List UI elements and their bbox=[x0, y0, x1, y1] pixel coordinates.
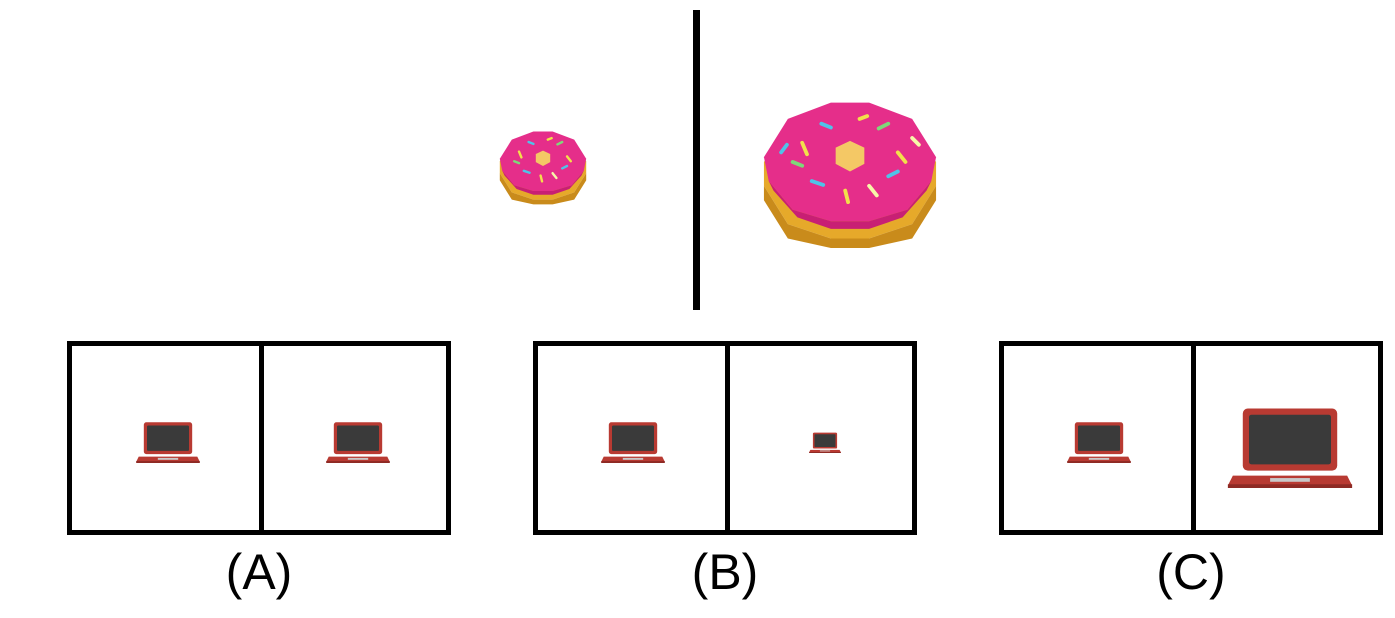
small-donut-image bbox=[499, 131, 587, 205]
option-c-label: (C) bbox=[1156, 544, 1226, 600]
option-c-panel[interactable] bbox=[999, 341, 1383, 535]
center-divider bbox=[693, 10, 700, 310]
option-a-panel[interactable] bbox=[67, 341, 451, 535]
option-a-label: (A) bbox=[225, 544, 293, 600]
laptop-image-right-small bbox=[809, 432, 841, 453]
panel-divider bbox=[259, 346, 264, 530]
panel-divider bbox=[1191, 346, 1196, 530]
option-b-label: (B) bbox=[691, 544, 759, 600]
laptop-image-left bbox=[1067, 422, 1131, 463]
laptop-image-left bbox=[601, 422, 665, 463]
panel-divider bbox=[725, 346, 730, 530]
option-b-panel[interactable] bbox=[533, 341, 917, 535]
laptop-image-left bbox=[136, 422, 200, 463]
laptop-image-right-large bbox=[1227, 408, 1353, 488]
large-donut-image bbox=[763, 102, 937, 248]
laptop-image-right bbox=[326, 422, 390, 463]
